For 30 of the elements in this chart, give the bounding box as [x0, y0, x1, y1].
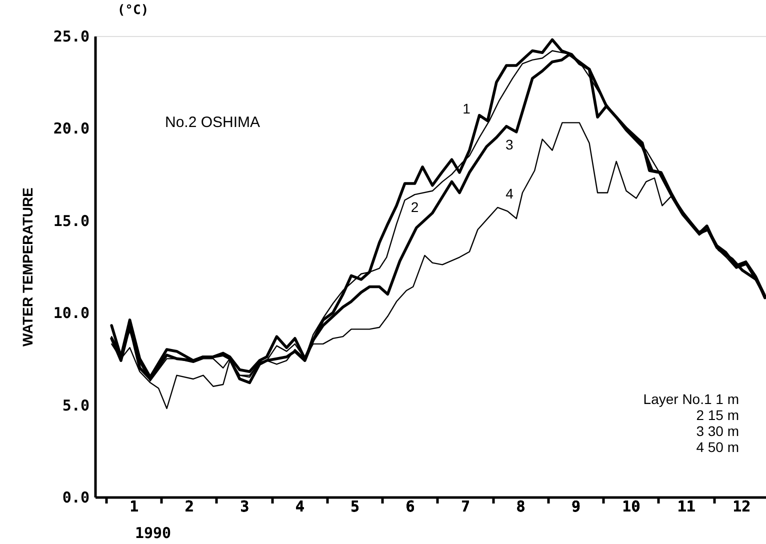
x-tick-label: 1 — [130, 498, 139, 516]
x-tick-label: 11 — [677, 498, 696, 516]
annotation: 4 50 m — [696, 439, 739, 455]
y-axis-title: WATER TEMPERATURE — [19, 188, 36, 346]
series-label: 1 — [462, 100, 471, 116]
x-tick-label: 12 — [732, 498, 751, 516]
x-tick-label: 9 — [571, 498, 580, 516]
annotation: Layer No.1 1 m — [643, 391, 739, 407]
text: 1990 — [134, 524, 172, 542]
y-tick-label: 15.0 — [53, 212, 90, 230]
x-tick-label: 7 — [461, 498, 470, 516]
annotation: 2 15 m — [696, 407, 739, 423]
text: (°C) — [117, 3, 149, 18]
series-label: 3 — [505, 136, 514, 152]
series-label: 2 — [410, 199, 419, 216]
x-tick-label: 4 — [295, 498, 304, 516]
x-tick-label: 10 — [622, 498, 640, 516]
x-tick-label: 5 — [350, 498, 360, 516]
y-tick-label: 20.0 — [53, 120, 90, 138]
series-label: 4 — [506, 186, 514, 202]
x-tick-label: 8 — [516, 498, 526, 516]
x-tick-label: 6 — [406, 498, 415, 516]
annotation: No.2 OSHIMA — [165, 114, 260, 131]
x-tick-label: 3 — [240, 498, 250, 516]
y-tick-label: 10.0 — [53, 304, 90, 322]
y-tick-label: 25.0 — [53, 28, 90, 46]
x-tick-label: 2 — [184, 498, 194, 516]
y-tick-label: 5.0 — [62, 396, 90, 414]
annotation: 3 30 m — [696, 423, 739, 439]
y-tick-label: 0.0 — [62, 488, 90, 506]
